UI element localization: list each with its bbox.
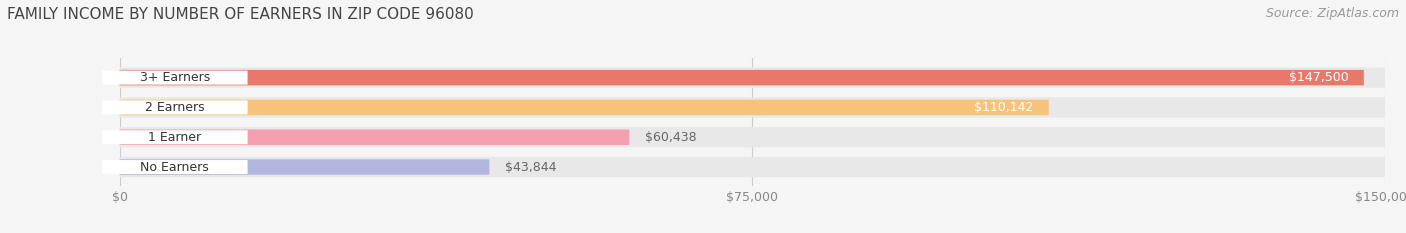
Text: 3+ Earners: 3+ Earners bbox=[139, 71, 209, 84]
Text: FAMILY INCOME BY NUMBER OF EARNERS IN ZIP CODE 96080: FAMILY INCOME BY NUMBER OF EARNERS IN ZI… bbox=[7, 7, 474, 22]
Text: 1 Earner: 1 Earner bbox=[148, 131, 201, 144]
Text: Source: ZipAtlas.com: Source: ZipAtlas.com bbox=[1265, 7, 1399, 20]
FancyBboxPatch shape bbox=[120, 157, 1385, 177]
Text: $60,438: $60,438 bbox=[644, 131, 696, 144]
FancyBboxPatch shape bbox=[120, 159, 489, 175]
FancyBboxPatch shape bbox=[120, 100, 1049, 115]
Text: $110,142: $110,142 bbox=[974, 101, 1033, 114]
Text: No Earners: No Earners bbox=[141, 161, 209, 174]
FancyBboxPatch shape bbox=[120, 97, 1385, 118]
FancyBboxPatch shape bbox=[103, 160, 247, 174]
FancyBboxPatch shape bbox=[120, 127, 1385, 147]
Text: $43,844: $43,844 bbox=[505, 161, 555, 174]
Text: $147,500: $147,500 bbox=[1289, 71, 1348, 84]
Text: 2 Earners: 2 Earners bbox=[145, 101, 205, 114]
FancyBboxPatch shape bbox=[103, 71, 247, 85]
FancyBboxPatch shape bbox=[120, 130, 630, 145]
FancyBboxPatch shape bbox=[103, 130, 247, 144]
FancyBboxPatch shape bbox=[120, 68, 1385, 88]
FancyBboxPatch shape bbox=[120, 70, 1364, 85]
FancyBboxPatch shape bbox=[103, 100, 247, 114]
